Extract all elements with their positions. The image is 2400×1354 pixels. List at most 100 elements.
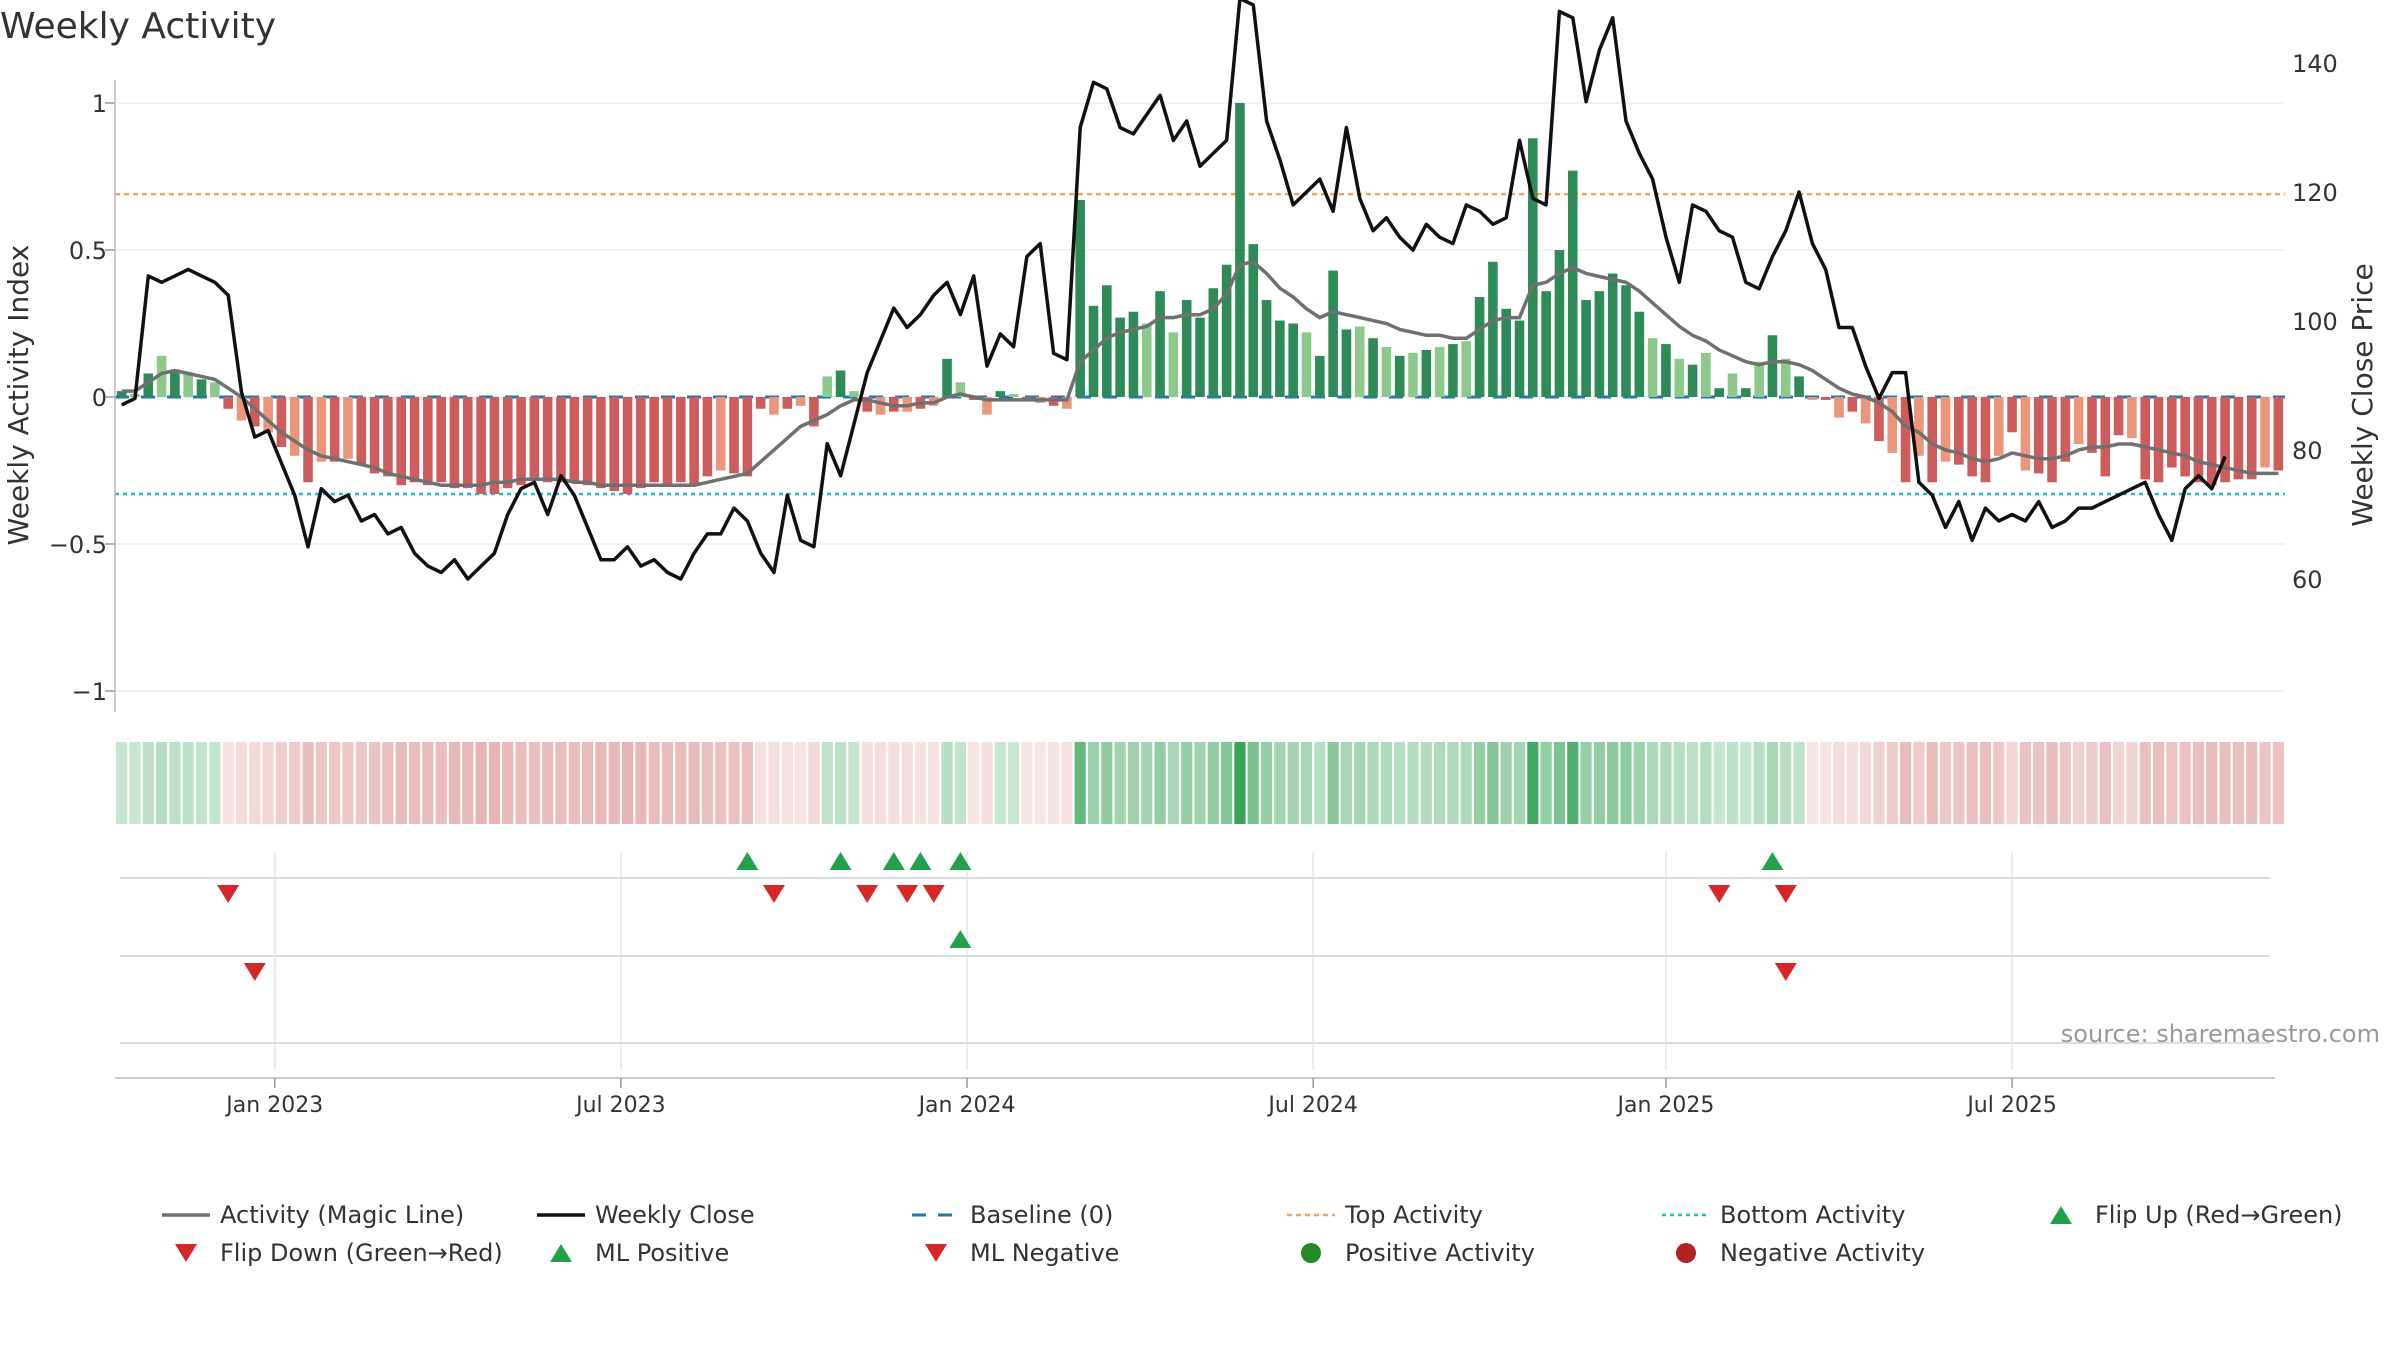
heat-cell: [129, 742, 141, 824]
activity-bar: [116, 391, 127, 397]
heat-cell: [2206, 742, 2218, 824]
flip-down-marker: [762, 885, 785, 903]
heat-cell: [1607, 742, 1619, 824]
heat-cell: [1221, 742, 1233, 824]
activity-bar: [2100, 397, 2111, 477]
activity-bar: [1554, 250, 1565, 397]
heat-cell: [1500, 742, 1512, 824]
heat-cell: [595, 742, 607, 824]
heat-cell: [2126, 742, 2138, 824]
legend-label: Top Activity: [1345, 1201, 1483, 1229]
activity-bar: [662, 397, 673, 486]
activity-bar: [1448, 344, 1458, 397]
heat-cell: [542, 742, 554, 824]
heat-cell: [1860, 742, 1872, 824]
activity-bar: [383, 397, 393, 477]
heat-cell: [688, 742, 700, 824]
heat-cell: [1034, 742, 1046, 824]
heat-cell: [2246, 742, 2258, 824]
activity-bar: [1408, 352, 1418, 397]
activity-bar: [1661, 344, 1671, 397]
activity-bar: [462, 397, 473, 489]
activity-bar: [1501, 308, 1511, 397]
legend-item-flip-down: Flip Down (Green→Red): [150, 1238, 503, 1268]
heat-cell: [1234, 742, 1246, 824]
flip-up-marker: [949, 852, 972, 870]
activity-bar: [2206, 397, 2217, 486]
heat-cell: [249, 742, 261, 824]
heat-cell: [488, 742, 501, 824]
activity-bar: [236, 397, 247, 421]
activity-bar: [1328, 270, 1338, 397]
activity-bar: [1275, 320, 1285, 397]
heat-cell: [675, 742, 687, 824]
activity-bar: [1062, 397, 1072, 409]
heat-cell: [768, 742, 780, 824]
heat-cell: [741, 742, 753, 824]
heat-cell: [1101, 742, 1113, 824]
heat-cell: [1966, 742, 1978, 824]
heat-cell: [156, 742, 168, 824]
heat-cell: [289, 742, 301, 824]
activity-bar: [942, 358, 952, 397]
activity-bar: [2007, 397, 2017, 433]
heat-cell: [1913, 742, 1925, 824]
activity-bar: [1208, 288, 1219, 397]
heat-cell: [1926, 742, 1938, 824]
heat-cell: [1979, 742, 1992, 824]
activity-bar: [1701, 352, 1711, 397]
activity-bar: [1794, 376, 1804, 397]
heat-cell: [209, 742, 221, 824]
activity-bar: [622, 397, 633, 495]
activity-bar: [1288, 323, 1298, 397]
heat-cell: [1354, 742, 1366, 824]
heat-cell: [502, 742, 514, 824]
activity-bar: [143, 373, 154, 397]
heat-cell: [1127, 742, 1140, 824]
heat-cell: [422, 742, 434, 824]
heat-cell: [1460, 742, 1472, 824]
flip-up-marker: [829, 852, 852, 870]
activity-bar: [1967, 397, 1977, 477]
activity-bar: [782, 397, 793, 409]
y-tick-label-left: −0.5: [49, 531, 107, 559]
activity-bar: [289, 397, 300, 456]
activity-bar: [795, 397, 806, 406]
heat-cell: [2019, 742, 2031, 824]
y-tick-label-left: −1: [72, 678, 107, 706]
source-credit: source: sharemaestro.com: [2061, 1020, 2380, 1048]
legend: Activity (Magic Line) Weekly Close Baselin…: [150, 1200, 2400, 1280]
ml-negative-marker: [243, 963, 266, 981]
heat-cell: [1274, 742, 1286, 824]
heat-cell: [1367, 742, 1379, 824]
activity-bar: [609, 397, 620, 492]
heat-cell: [1953, 742, 1965, 824]
legend-symbol: [150, 1200, 220, 1230]
legend-label: Weekly Close: [595, 1201, 755, 1229]
activity-bar: [1594, 291, 1605, 397]
heat-cell: [1074, 742, 1086, 824]
heat-cell: [568, 742, 580, 824]
activity-bar: [1980, 397, 1991, 483]
heat-cell: [2046, 742, 2058, 824]
activity-bar: [1567, 170, 1578, 397]
legend-symbol: [525, 1238, 595, 1268]
heat-cell: [1420, 742, 1432, 824]
activity-bar: [2273, 397, 2284, 471]
activity-bar: [1141, 323, 1152, 397]
heat-cell: [781, 742, 793, 824]
heat-cell: [1780, 742, 1792, 824]
y-axis-label-right: Weekly Close Price: [2346, 263, 2379, 526]
heat-cell: [1899, 742, 1912, 824]
legend-label: Activity (Magic Line): [220, 1201, 465, 1229]
heat-cell: [169, 742, 181, 824]
heat-cell: [2192, 742, 2205, 824]
heat-cell: [701, 742, 714, 824]
heat-cell: [928, 742, 940, 824]
flip-down-marker: [1708, 885, 1731, 903]
activity-bar: [542, 397, 553, 483]
heat-cell: [1580, 742, 1592, 824]
y-tick-label-right: 80: [2292, 437, 2323, 465]
activity-bar: [1394, 355, 1405, 397]
legend-label: Flip Up (Red→Green): [2095, 1201, 2343, 1229]
